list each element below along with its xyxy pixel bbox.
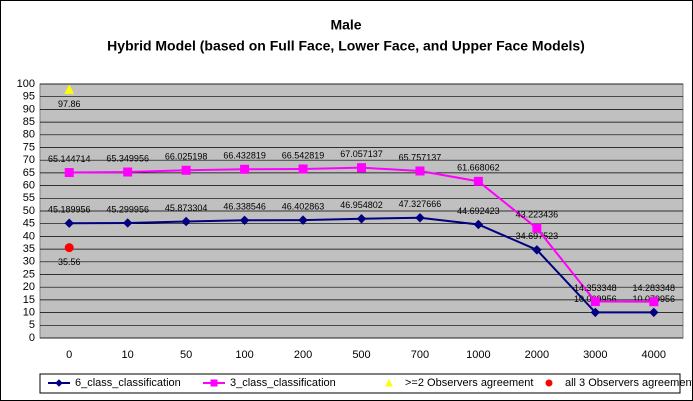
legend-marker	[55, 379, 63, 387]
y-tick-label: 30	[23, 256, 35, 268]
y-tick-label: 45	[23, 218, 35, 230]
point	[181, 216, 191, 227]
y-tick-label: 15	[23, 294, 35, 306]
data-label: 47.327666	[399, 199, 442, 209]
data-label: 46.402863	[282, 202, 325, 212]
chart-subtitle: Hybrid Model (based on Full Face, Lower …	[107, 38, 585, 54]
x-tick-label: 2000	[525, 349, 549, 361]
y-tick-label: 20	[23, 281, 35, 293]
data-label: 66.025198	[165, 152, 208, 162]
data-label: 44.692423	[457, 206, 500, 216]
y-tick-label: 90	[23, 103, 35, 115]
point	[123, 167, 133, 177]
data-label: 45.189956	[48, 205, 91, 215]
legend-box	[39, 373, 681, 394]
x-tick-label: 50	[180, 349, 192, 361]
y-tick-label: 95	[23, 91, 35, 103]
x-tick-label: 4000	[642, 349, 666, 361]
point	[64, 218, 74, 228]
legend-marker	[545, 379, 553, 387]
data-label: 45.873304	[165, 203, 208, 213]
y-tick-label: 75	[23, 141, 35, 153]
x-tick-label: 0	[66, 349, 72, 361]
legend-marker	[210, 379, 218, 387]
point	[298, 215, 308, 225]
point	[298, 164, 308, 174]
y-tick-label: 10	[23, 307, 35, 319]
x-tick-label: 100	[235, 349, 253, 361]
x-tick-label: 500	[352, 349, 370, 361]
legend-label: 3_class_classification	[230, 377, 336, 389]
point	[357, 163, 366, 173]
data-label: 35.56	[58, 257, 81, 267]
x-tick-label: 10	[122, 349, 134, 361]
x-tick-label: 200	[294, 349, 312, 361]
point	[532, 245, 542, 255]
point	[181, 165, 191, 175]
x-tick-label: 3000	[583, 349, 607, 361]
y-tick-label: 80	[23, 129, 35, 141]
data-label: 46.338546	[223, 202, 266, 212]
data-label: 65.144714	[48, 154, 91, 164]
y-tick-label: 25	[23, 268, 35, 280]
data-label: 45.299956	[106, 204, 149, 214]
y-tick-label: 100	[17, 78, 35, 90]
y-tick-label: 60	[23, 180, 35, 192]
data-label: 67.057137	[340, 149, 383, 159]
x-tick-label: 700	[411, 349, 429, 361]
y-tick-label: 85	[23, 116, 35, 128]
legend-label: 6_class_classification	[75, 377, 181, 389]
data-label: 61.668062	[457, 163, 500, 173]
data-label: 43.223436	[516, 210, 559, 220]
y-tick-label: 0	[29, 332, 35, 344]
y-tick-label: 70	[23, 154, 35, 166]
y-tick-label: 5	[29, 319, 35, 331]
data-label: 65.757137	[399, 152, 442, 162]
point	[64, 168, 74, 178]
data-label: 66.432819	[223, 151, 266, 161]
y-tick-label: 40	[23, 230, 35, 242]
chart-title: Male	[330, 17, 361, 33]
point	[415, 213, 425, 223]
point	[649, 297, 659, 307]
point	[473, 176, 483, 186]
point	[239, 215, 250, 226]
point	[415, 166, 425, 176]
data-label: 97.86	[58, 99, 81, 109]
data-label: 14.353348	[574, 283, 617, 293]
point	[240, 164, 250, 174]
point	[649, 307, 659, 318]
legend-label: >=2 Observers agreement	[405, 377, 533, 389]
data-label: 46.954802	[340, 200, 383, 210]
data-label: 34.697523	[516, 231, 559, 241]
x-tick-label: 1000	[466, 349, 490, 361]
point	[64, 84, 75, 94]
point	[590, 307, 601, 318]
point	[532, 223, 542, 233]
data-label: 14.283348	[632, 283, 675, 293]
point	[473, 219, 484, 230]
y-tick-label: 35	[23, 243, 35, 255]
point	[64, 243, 74, 253]
y-tick-label: 65	[23, 167, 35, 179]
data-label: 66.542819	[282, 150, 325, 160]
point	[356, 214, 367, 224]
legend-marker	[385, 378, 393, 387]
y-tick-label: 55	[23, 192, 35, 204]
point	[122, 218, 133, 228]
y-tick-label: 50	[23, 205, 35, 217]
data-label: 65.349956	[106, 153, 149, 163]
legend-label: all 3 Observers agreement	[565, 377, 693, 389]
point	[590, 297, 600, 307]
